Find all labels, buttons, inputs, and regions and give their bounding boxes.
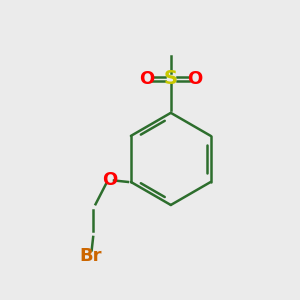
Text: O: O bbox=[187, 70, 202, 88]
Text: O: O bbox=[140, 70, 155, 88]
Text: Br: Br bbox=[79, 247, 101, 265]
Text: O: O bbox=[102, 172, 117, 190]
Text: S: S bbox=[164, 69, 178, 88]
